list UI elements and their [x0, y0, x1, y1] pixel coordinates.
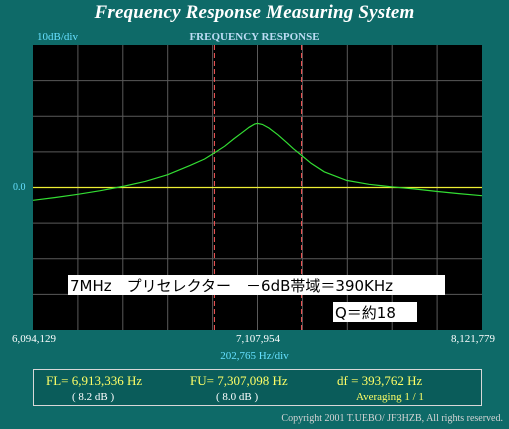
fu-value: FU= 7,307,098 Hz: [190, 373, 288, 388]
averaging-value: Averaging 1 / 1: [356, 391, 424, 403]
measurement-panel: FL= 6,913,336 Hz ( 8.2 dB ) FU= 7,307,09…: [33, 369, 482, 406]
fl-db-value: ( 8.2 dB ): [72, 391, 115, 403]
fu-db-value: ( 8.0 dB ): [216, 391, 259, 403]
frequency-response-graph: 7MHz プリセレクター －6dB帯域＝390KHz Q＝約18: [33, 45, 482, 330]
graph-title: FREQUENCY RESPONSE: [189, 31, 320, 43]
annotation-line-2: Q＝約18: [335, 304, 396, 322]
annotation-box-2: [333, 302, 417, 322]
annotation-box-1: [68, 275, 445, 295]
annotation: 7MHz プリセレクター －6dB帯域＝390KHz Q＝約18: [68, 275, 445, 322]
copyright-text: Copyright 2001 T.UEBO/ JF3HZB, All right…: [281, 413, 503, 424]
app-title: Frequency Response Measuring System: [94, 2, 415, 23]
x-center-label: 7,107,954: [236, 333, 280, 345]
reference-level-label: 0.0: [13, 182, 26, 193]
scale-label: 10dB/div: [37, 31, 78, 43]
response-trace: [33, 122, 482, 201]
fl-value: FL= 6,913,336 Hz: [46, 373, 143, 388]
x-left-label: 6,094,129: [12, 333, 56, 345]
x-division-label: 202,765 Hz/div: [220, 350, 289, 362]
annotation-line-1: 7MHz プリセレクター －6dB帯域＝390KHz: [70, 277, 393, 295]
x-right-label: 8,121,779: [451, 333, 495, 345]
df-value: df = 393,762 Hz: [337, 373, 423, 388]
